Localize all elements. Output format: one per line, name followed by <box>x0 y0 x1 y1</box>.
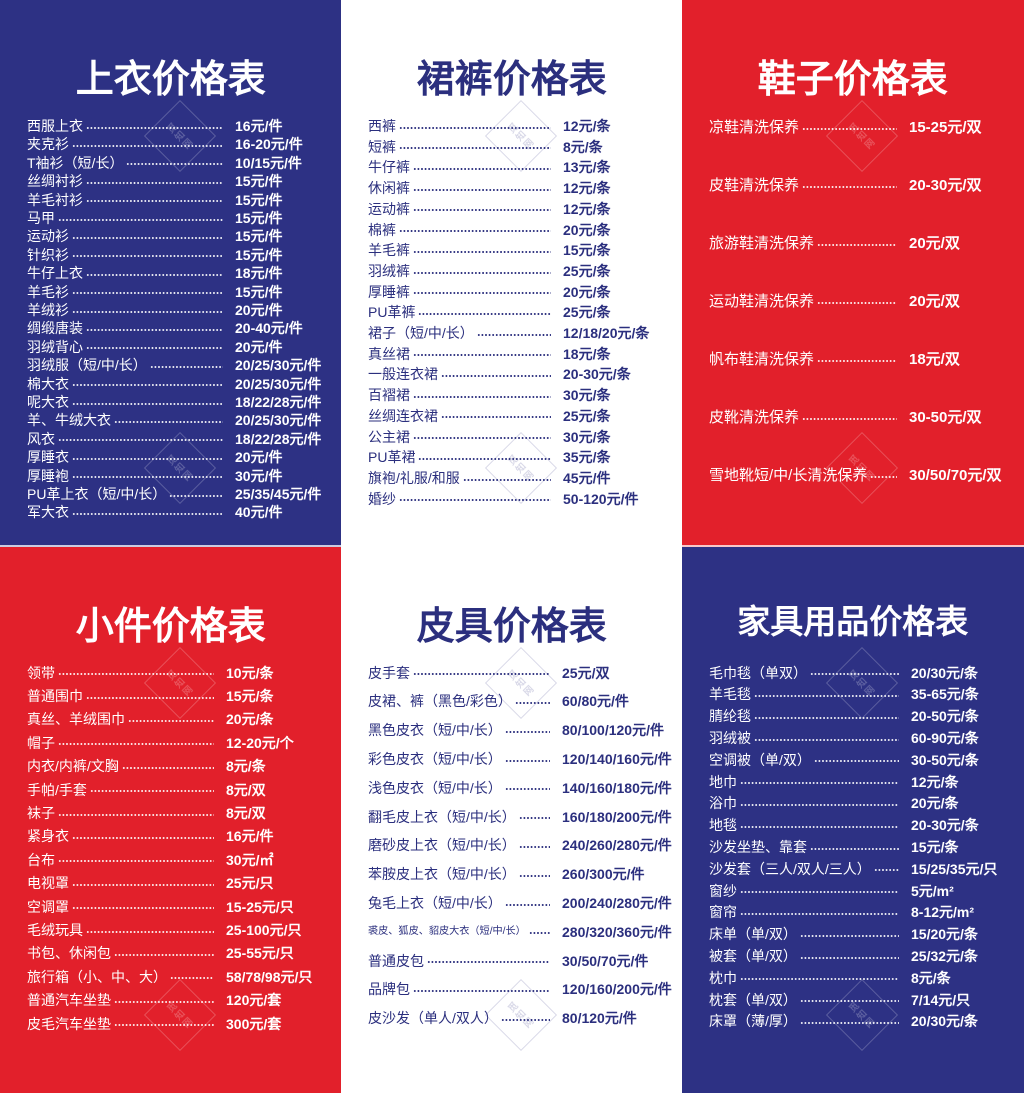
svg-text:网: 网 <box>863 137 878 152</box>
